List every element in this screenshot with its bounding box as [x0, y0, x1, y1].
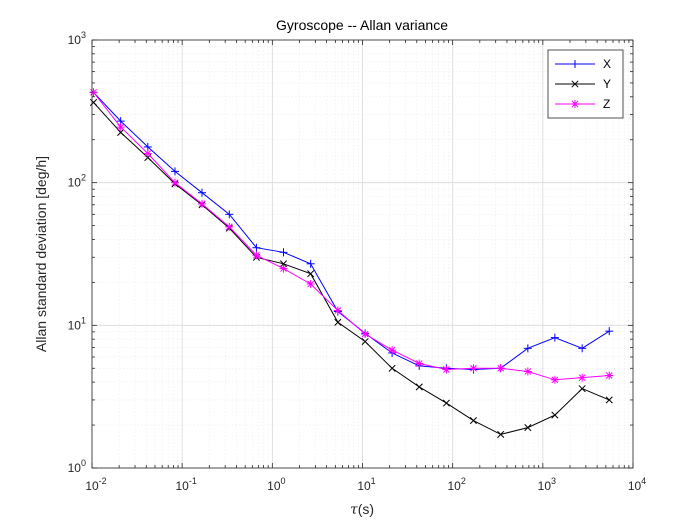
legend-marker: [571, 100, 579, 108]
chart-title: Gyroscope -- Allan variance: [276, 17, 448, 33]
data-point-y: [605, 396, 613, 404]
data-point-z: [496, 364, 505, 373]
data-point-y: [334, 318, 342, 326]
y-tick-label: 101: [68, 315, 86, 332]
data-point-y: [388, 364, 396, 372]
series-z: [89, 88, 614, 384]
data-point-y: [524, 424, 532, 432]
data-point-z: [550, 375, 559, 384]
data-point-z: [252, 251, 261, 260]
data-point-x: [550, 333, 559, 342]
data-point-y: [415, 383, 423, 391]
data-point-y: [469, 417, 477, 425]
data-point-z: [89, 88, 98, 97]
data-point-z: [198, 199, 207, 208]
x-tick-label: 103: [538, 476, 556, 493]
data-point-z: [143, 149, 152, 158]
legend-label: Z: [603, 97, 610, 111]
data-point-z: [388, 346, 397, 355]
data-point-z: [415, 359, 424, 368]
x-tick-label: 10-2: [85, 476, 106, 493]
data-point-z: [170, 178, 179, 187]
data-point-z: [578, 373, 587, 382]
legend-item-y: Y: [555, 77, 611, 91]
data-point-y: [551, 411, 559, 419]
y-tick-label: 102: [68, 173, 86, 190]
x-tick-label: 100: [267, 476, 285, 493]
legend-marker: [571, 80, 579, 88]
series-lines: [89, 88, 614, 438]
data-point-y: [307, 270, 315, 278]
data-point-y: [89, 98, 98, 106]
data-point-z: [306, 279, 315, 288]
data-point-z: [333, 306, 342, 315]
x-axis-label: τ(s): [350, 501, 374, 518]
data-point-z: [361, 329, 370, 338]
data-point-x: [605, 327, 614, 336]
x-tick-labels: 10-2 10-1 100 101 102 103 104: [85, 476, 646, 493]
data-point-z: [523, 367, 532, 376]
axis-ticks: [91, 39, 634, 469]
series-line-y: [93, 102, 610, 435]
legend-label: X: [603, 57, 611, 71]
y-axis-label: Allan standard deviation [deg/h]: [33, 156, 49, 352]
data-point-z: [442, 365, 451, 374]
data-point-x: [578, 344, 587, 353]
data-point-z: [225, 222, 234, 231]
data-point-z: [605, 371, 614, 380]
legend-item-x: X: [555, 57, 611, 71]
data-point-y: [117, 128, 125, 136]
data-point-y: [497, 430, 505, 438]
data-point-x: [225, 210, 234, 219]
y-tick-label: 100: [68, 458, 86, 475]
data-point-z: [279, 264, 288, 273]
x-tick-label: 10-1: [175, 476, 196, 493]
data-point-x: [252, 243, 261, 252]
data-point-x: [198, 188, 207, 197]
data-point-y: [361, 337, 369, 346]
data-point-y: [578, 385, 586, 393]
legend: XYZ: [547, 49, 624, 119]
x-tick-label: 102: [447, 476, 465, 493]
legend-marker: [571, 60, 579, 68]
x-tick-label: 101: [357, 476, 375, 493]
data-point-x: [523, 344, 532, 353]
data-point-x: [170, 167, 179, 176]
data-point-x: [306, 259, 315, 268]
x-tick-label: 104: [628, 476, 646, 493]
data-point-z: [116, 123, 125, 132]
data-point-z: [469, 364, 478, 373]
legend-item-z: Z: [555, 97, 610, 111]
legend-label: Y: [603, 77, 611, 91]
data-point-x: [279, 248, 288, 257]
series-line-z: [93, 91, 610, 381]
data-point-y: [442, 399, 450, 407]
y-tick-labels: 100 101 102 103: [68, 30, 86, 475]
y-tick-label: 103: [68, 30, 86, 47]
